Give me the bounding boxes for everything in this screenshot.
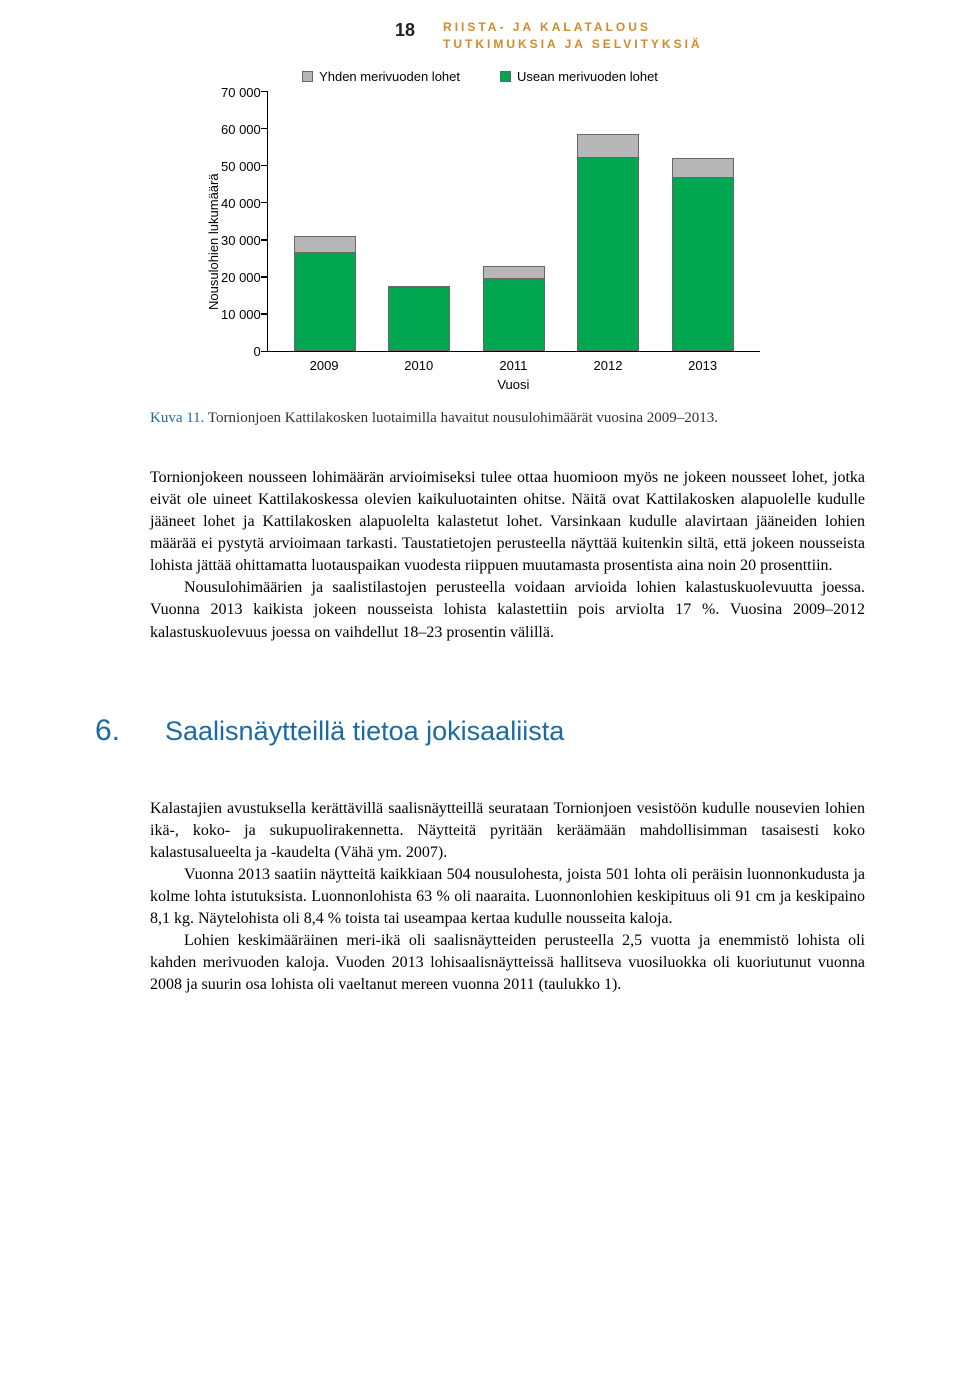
x-tick-label: 2013: [672, 358, 734, 373]
body-text-block-1: Tornionjokeen nousseen lohimäärän arvioi…: [95, 467, 865, 644]
running-header: 18 RIISTA- JA KALATALOUS TUTKIMUKSIA JA …: [95, 20, 865, 51]
caption-text: Tornionjoen Kattilakosken luotaimilla ha…: [208, 410, 718, 426]
y-axis-label: Nousulohien lukumäärä: [200, 92, 221, 392]
body-text-block-2: Kalastajien avustuksella kerättävillä sa…: [95, 798, 865, 997]
paragraph: Lohien keskimääräinen meri-ikä oli saali…: [150, 930, 865, 996]
bar-2010: [388, 92, 450, 351]
bar-2009: [294, 92, 356, 351]
chart-body: Nousulohien lukumäärä 70 00060 00050 000…: [200, 92, 760, 392]
legend-swatch-green-icon: [500, 71, 511, 82]
legend-swatch-gray-icon: [302, 71, 313, 82]
legend-item-green: Usean merivuoden lohet: [500, 69, 658, 84]
paragraph: Nousulohimäärien ja saalistilastojen per…: [150, 577, 865, 643]
paragraph: Tornionjokeen nousseen lohimäärän arvioi…: [150, 467, 865, 577]
legend-label-gray: Yhden merivuoden lohet: [319, 69, 460, 84]
x-tick-label: 2011: [482, 358, 544, 373]
section-heading: 6. Saalisnäytteillä tietoa jokisaaliista: [95, 714, 865, 748]
x-tick-label: 2009: [293, 358, 355, 373]
paragraph: Kalastajien avustuksella kerättävillä sa…: [150, 798, 865, 864]
x-tick-label: 2010: [388, 358, 450, 373]
header-titles: RIISTA- JA KALATALOUS TUTKIMUKSIA JA SEL…: [443, 20, 703, 51]
chart-legend: Yhden merivuoden lohet Usean merivuoden …: [200, 69, 760, 84]
plot-area: 2009 2010 2011 2012 2013 Vuosi: [267, 92, 760, 392]
x-axis-label: Vuosi: [267, 377, 760, 392]
legend-item-gray: Yhden merivuoden lohet: [302, 69, 460, 84]
section-number: 6.: [95, 714, 135, 748]
bar-2013: [672, 92, 734, 351]
paragraph: Vuonna 2013 saatiin näytteitä kaikkiaan …: [150, 864, 865, 930]
page-number: 18: [395, 20, 415, 41]
x-tick-label: 2012: [577, 358, 639, 373]
header-line-1: RIISTA- JA KALATALOUS: [443, 20, 703, 34]
figure-caption: Kuva 11. Tornionjoen Kattilakosken luota…: [95, 410, 865, 427]
stacked-bar-chart: Yhden merivuoden lohet Usean merivuoden …: [200, 69, 760, 392]
x-axis-ticks: 2009 2010 2011 2012 2013: [267, 352, 760, 373]
section-title: Saalisnäytteillä tietoa jokisaaliista: [165, 716, 564, 747]
chart-plot: [267, 92, 760, 352]
legend-label-green: Usean merivuoden lohet: [517, 69, 658, 84]
bar-2011: [483, 92, 545, 351]
bar-2012: [577, 92, 639, 351]
header-line-2: TUTKIMUKSIA JA SELVITYKSIÄ: [443, 37, 703, 51]
caption-label: Kuva 11.: [150, 410, 204, 426]
